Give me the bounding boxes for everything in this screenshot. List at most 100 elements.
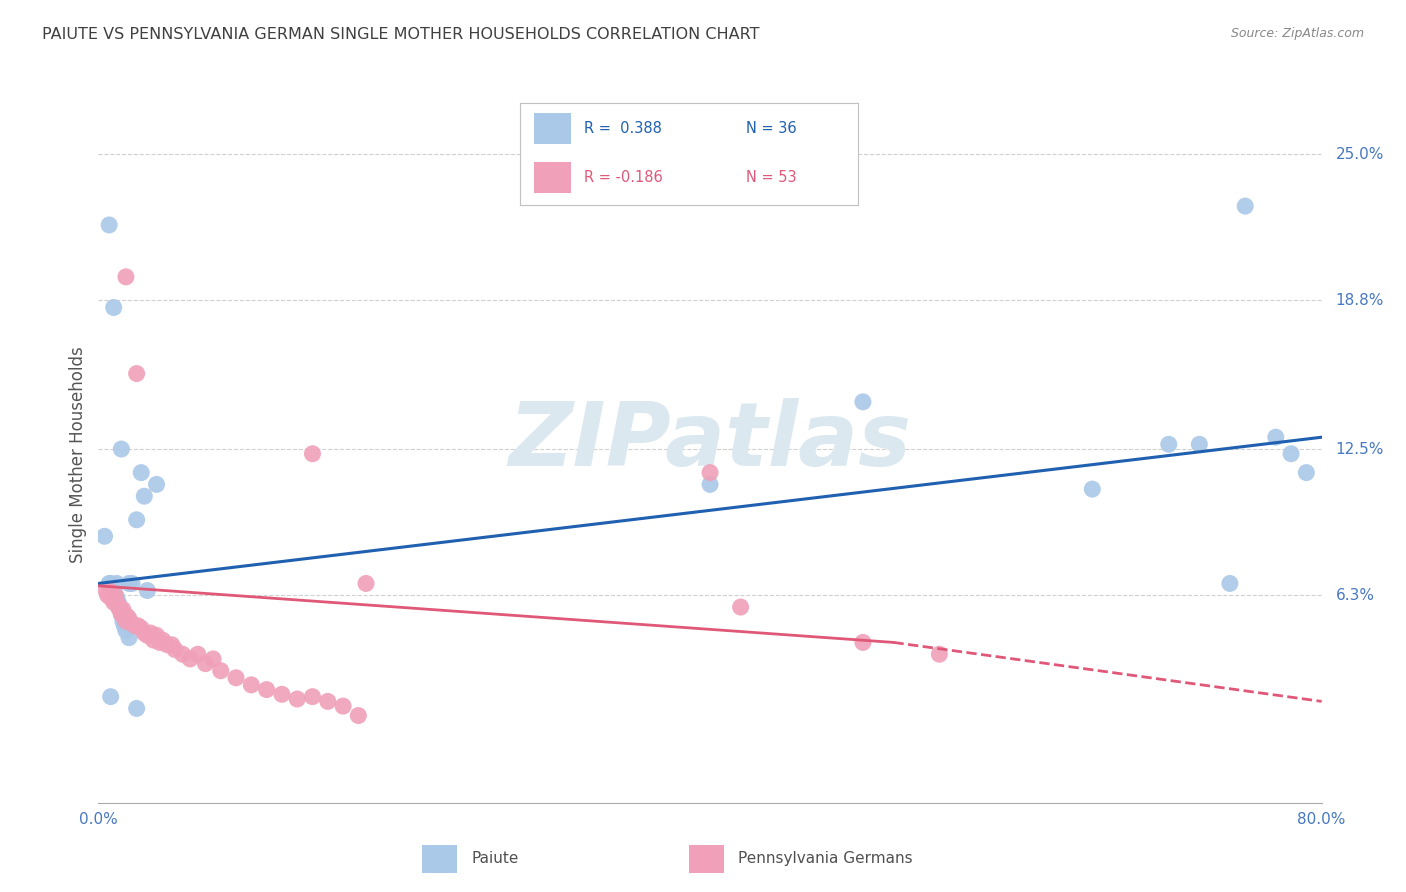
Text: 0.0%: 0.0% — [79, 813, 118, 827]
Point — [240, 678, 263, 692]
Point — [108, 600, 131, 615]
Point — [142, 633, 165, 648]
Point — [110, 607, 132, 621]
Bar — [534, 162, 571, 193]
Text: 18.8%: 18.8% — [1336, 293, 1384, 308]
Point — [125, 367, 148, 381]
Text: 6.3%: 6.3% — [1336, 588, 1375, 603]
Point — [145, 477, 167, 491]
Point — [111, 614, 134, 628]
Point — [139, 626, 162, 640]
Point — [115, 269, 138, 284]
Point — [125, 701, 148, 715]
Point — [127, 619, 149, 633]
Point — [134, 489, 156, 503]
Point — [112, 609, 135, 624]
Bar — [534, 112, 571, 144]
Point — [152, 633, 174, 648]
Point — [100, 690, 122, 704]
Point — [93, 529, 115, 543]
Point — [270, 687, 292, 701]
Point — [110, 607, 132, 621]
Point — [118, 631, 141, 645]
Point — [105, 591, 128, 605]
Point — [145, 628, 167, 642]
Bar — [422, 845, 457, 873]
Point — [136, 628, 159, 642]
Point — [108, 602, 131, 616]
Text: ZIPatlas: ZIPatlas — [509, 398, 911, 484]
Point — [1219, 576, 1241, 591]
Point — [110, 442, 132, 456]
Point — [202, 652, 225, 666]
Text: 25.0%: 25.0% — [1336, 146, 1384, 161]
Point — [136, 583, 159, 598]
Point — [699, 466, 721, 480]
Point — [852, 635, 875, 649]
Point — [107, 600, 129, 615]
Text: Source: ZipAtlas.com: Source: ZipAtlas.com — [1230, 27, 1364, 40]
Point — [129, 621, 152, 635]
Point — [187, 647, 209, 661]
Text: N = 53: N = 53 — [747, 170, 797, 185]
Point — [121, 576, 143, 591]
Point — [160, 638, 183, 652]
Y-axis label: Single Mother Households: Single Mother Households — [69, 347, 87, 563]
Point — [118, 576, 141, 591]
Point — [98, 218, 121, 232]
Point — [104, 588, 127, 602]
Text: 80.0%: 80.0% — [1298, 813, 1346, 827]
Point — [104, 588, 127, 602]
Point — [156, 638, 179, 652]
Text: R =  0.388: R = 0.388 — [585, 120, 662, 136]
Point — [209, 664, 232, 678]
Point — [98, 576, 121, 591]
Point — [928, 647, 950, 661]
Point — [94, 583, 117, 598]
Point — [730, 600, 752, 615]
Point — [332, 699, 354, 714]
Point — [301, 447, 323, 461]
Point — [172, 647, 194, 661]
Point — [103, 301, 125, 315]
Point — [97, 588, 120, 602]
Point — [115, 624, 138, 638]
Point — [101, 591, 124, 605]
Text: 12.5%: 12.5% — [1336, 442, 1384, 457]
Point — [1295, 466, 1317, 480]
Point — [1234, 199, 1257, 213]
Point — [1081, 482, 1104, 496]
Point — [115, 614, 138, 628]
Point — [100, 576, 122, 591]
Point — [179, 652, 201, 666]
Point — [103, 595, 125, 609]
Point — [112, 619, 135, 633]
Point — [699, 477, 721, 491]
Point — [149, 635, 172, 649]
Point — [163, 642, 186, 657]
Point — [1264, 430, 1286, 444]
Point — [134, 626, 156, 640]
Text: R = -0.186: R = -0.186 — [585, 170, 664, 185]
Point — [105, 595, 128, 609]
Point — [1157, 437, 1180, 451]
Point — [1279, 447, 1302, 461]
Point — [117, 609, 139, 624]
Point — [316, 694, 339, 708]
Point — [852, 395, 875, 409]
Point — [121, 616, 143, 631]
Point — [103, 588, 125, 602]
Bar — [689, 845, 724, 873]
Text: PAIUTE VS PENNSYLVANIA GERMAN SINGLE MOTHER HOUSEHOLDS CORRELATION CHART: PAIUTE VS PENNSYLVANIA GERMAN SINGLE MOT… — [42, 27, 759, 42]
Point — [1188, 437, 1211, 451]
Text: N = 36: N = 36 — [747, 120, 797, 136]
Point — [125, 513, 148, 527]
Text: Paiute: Paiute — [471, 851, 519, 866]
Point — [301, 690, 323, 704]
Point — [118, 612, 141, 626]
Point — [194, 657, 217, 671]
Point — [285, 692, 308, 706]
Point — [129, 466, 152, 480]
Point — [225, 671, 247, 685]
Point — [354, 576, 377, 591]
